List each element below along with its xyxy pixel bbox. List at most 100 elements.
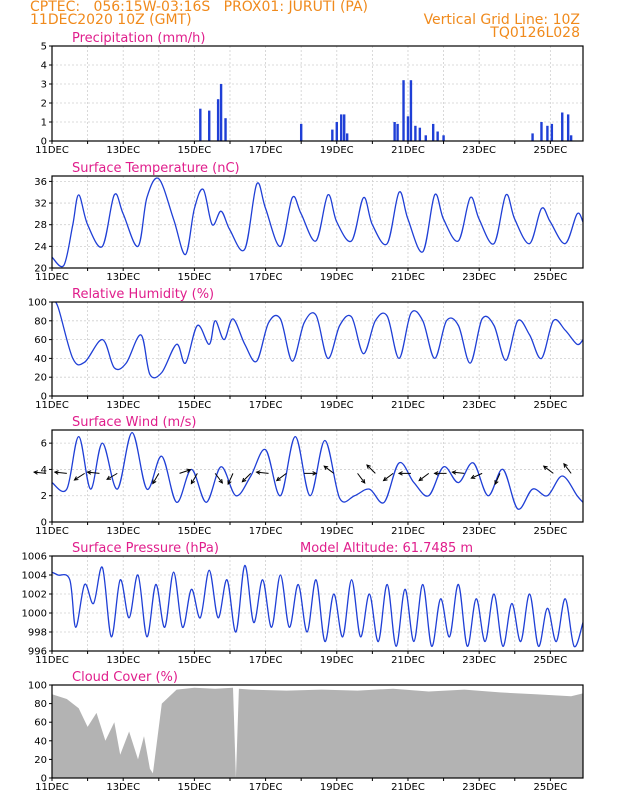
x-tick-label: 13DEC [106, 655, 140, 666]
panel-precip: 0 1 2 3 4 5 11DEC 13DEC 15DEC 17DEC 19DEC 21DEC 23DE… [35, 31, 584, 156]
panel-title: Surface Temperature (nC) [72, 161, 240, 176]
pressure-series-line [52, 564, 583, 648]
x-tick-label: 11DEC [35, 272, 69, 283]
wind-arrow [106, 472, 118, 480]
x-tick-label: 19DEC [320, 145, 354, 156]
panel-frame [51, 555, 584, 652]
y-tick-label: 4 [41, 61, 47, 72]
x-tick-label: 15DEC [178, 782, 212, 793]
wind-arrow [382, 472, 394, 482]
wind-arrow-shaft [227, 473, 234, 485]
x-tick-label: 17DEC [249, 526, 283, 537]
wind-arrow-head [86, 470, 92, 475]
precip-bar [216, 99, 220, 141]
x-tick-label: 23DEC [462, 655, 496, 666]
x-tick-label: 15DEC [178, 655, 212, 666]
x-tick-label: 23DEC [462, 272, 496, 283]
x-tick-label: 23DEC [462, 400, 496, 411]
precip-bar [406, 116, 410, 141]
wind-arrow-shaft [179, 469, 191, 474]
wind-arrow-shaft [366, 464, 376, 474]
wind-arrow-head [190, 479, 195, 485]
wind-arrow [32, 470, 47, 475]
y-tick-label: 40 [34, 736, 47, 747]
precip-bar [402, 80, 405, 141]
temperature-series-line [52, 177, 583, 268]
wind-arrow [397, 471, 411, 476]
x-tick-label: 13DEC [106, 782, 140, 793]
x-tick-label: 17DEC [249, 272, 283, 283]
wind-arrow-head [418, 476, 424, 482]
x-tick-label: 17DEC [249, 400, 283, 411]
x-tick-label: 17DEC [249, 655, 283, 666]
wind-arrow-head [433, 471, 439, 476]
y-tick-label: 996 [28, 647, 47, 658]
wind-arrow [433, 471, 447, 476]
wind-arrow-head [275, 476, 281, 482]
panel-humidity: 0 20 40 60 80 100 11DEC 13DEC 15DEC 17DEC 19DEC 21D… [28, 287, 584, 411]
panel-wind: 0 2 4 6 11DEC 13DEC 15DEC 17DEC 19DEC 21DEC 23DEC 2… [32, 415, 584, 537]
y-tick-label: 6 [41, 439, 47, 450]
wind-arrow [542, 465, 554, 474]
wind-arrow-shaft [214, 473, 223, 484]
wind-arrow-head [73, 476, 79, 481]
wind-arrow [563, 462, 572, 474]
humidity-series-line [52, 302, 583, 379]
precip-bar [340, 114, 343, 141]
wind-arrow [255, 470, 269, 475]
wind-arrow-head [312, 471, 318, 476]
wind-arrow [152, 473, 160, 485]
x-tick-label: 23DEC [462, 526, 496, 537]
header-run-time: 11DEC2020 10Z (GMT) [30, 12, 192, 28]
wind-arrow-shaft [190, 473, 198, 484]
precip-bar [342, 114, 346, 141]
wind-series-line [52, 431, 583, 510]
x-tick-label: 15DEC [178, 145, 212, 156]
x-tick-label: 19DEC [320, 655, 354, 666]
y-tick-label: 0 [41, 774, 47, 785]
wind-arrow-head [323, 465, 329, 470]
x-tick-label: 25DEC [534, 782, 568, 793]
precip-bar [224, 118, 227, 141]
precip-bar [546, 125, 549, 141]
model-altitude-label: Model Altitude: 61.7485 m [300, 541, 473, 556]
wind-arrow-head [152, 479, 157, 485]
x-tick-label: 11DEC [35, 655, 69, 666]
wind-arrow-shaft [471, 472, 483, 479]
x-tick-label: 13DEC [106, 145, 140, 156]
wind-arrow [494, 473, 501, 486]
wind-arrow-shaft [563, 463, 572, 474]
precip-bar [540, 122, 543, 141]
precip-bar [345, 133, 349, 141]
wind-arrow [418, 472, 430, 482]
y-tick-label: 0 [41, 518, 47, 529]
precip-bar [424, 135, 427, 141]
precip-bar [409, 80, 413, 141]
y-tick-label: 5 [41, 42, 47, 53]
wind-arrow [275, 472, 287, 482]
y-tick-label: 1004 [22, 571, 47, 582]
y-tick-label: 28 [34, 220, 47, 231]
precip-bar [569, 135, 573, 141]
x-tick-label: 25DEC [534, 655, 568, 666]
precip-bar [442, 135, 445, 141]
y-tick-label: 40 [34, 354, 47, 365]
panel-frame [51, 45, 584, 142]
precip-bar [199, 108, 202, 141]
x-tick-label: 21DEC [391, 782, 425, 793]
precip-bar [531, 133, 534, 141]
panel-pressure: 996 998 1000 1002 1004 1006 11DEC 13DEC 15DEC 17D… [22, 541, 584, 666]
x-tick-label: 19DEC [320, 400, 354, 411]
x-tick-label: 11DEC [35, 526, 69, 537]
wind-arrow-head [366, 464, 371, 469]
y-tick-label: 100 [28, 681, 47, 692]
y-tick-label: 4 [41, 465, 47, 476]
panel-frame [51, 429, 584, 523]
wind-arrow-shaft [276, 472, 287, 481]
y-tick-label: 0 [41, 392, 47, 403]
x-tick-label: 13DEC [106, 272, 140, 283]
wind-arrow [73, 472, 85, 481]
y-tick-label: 80 [34, 316, 47, 327]
y-tick-label: 1002 [22, 590, 47, 601]
x-tick-label: 13DEC [106, 526, 140, 537]
